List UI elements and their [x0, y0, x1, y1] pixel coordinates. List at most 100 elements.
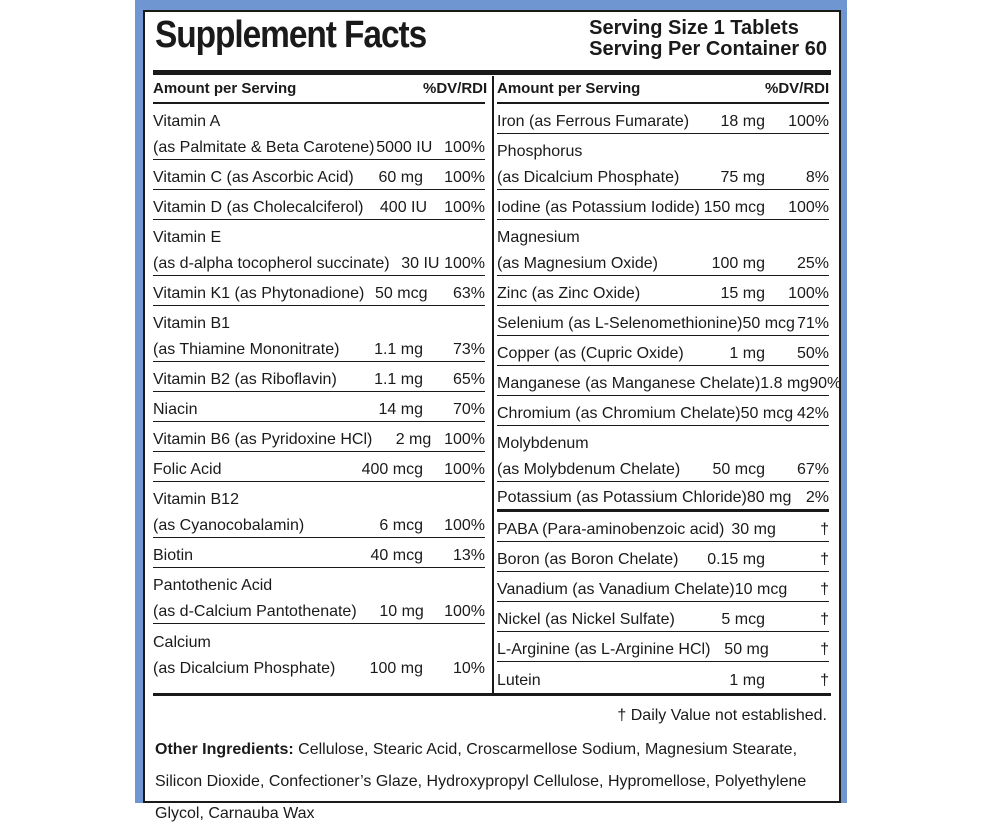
nutrient-dv: 65% [452, 371, 485, 388]
nutrient-dv: 100% [444, 431, 485, 448]
nutrient-amount: 60 mg [378, 169, 423, 186]
nutrient-name-line1: Niacin [153, 401, 198, 418]
nutrient-row: Iodine (as Potassium Iodide) 150 mcg 100% [497, 190, 829, 220]
nutrient-name-line1: Calcium [153, 634, 211, 651]
nutrient-row: Vitamin D (as Cholecalciferol) 400 IU 100% [153, 190, 485, 220]
nutrient-name-line1: Folic Acid [153, 461, 222, 478]
nutrient-name-line1: Boron (as Boron Chelate) [497, 551, 679, 568]
nutrient-row: Vitamin B12 (as Cyanocobalamin) 6 mcg 100% [153, 482, 485, 538]
nutrient-name-line2: (as Palmitate & Beta Carotene) [153, 139, 375, 156]
panel-title: Supplement Facts [155, 14, 427, 56]
nutrient-name-line1: Vanadium (as Vanadium Chelate) [497, 581, 735, 598]
nutrient-row: Iron (as Ferrous Fumarate) 18 mg 100% [497, 104, 829, 134]
other-ingredients-list: Cellulose, Stearic Acid, Croscarmellose … [155, 741, 807, 822]
nutrient-dv: 8% [805, 169, 829, 186]
nutrient-amount: 400 IU [379, 199, 428, 216]
nutrient-amount: 75 mg [720, 169, 765, 186]
nutrient-dv: 100% [444, 517, 485, 534]
nutrient-dv: 73% [452, 341, 485, 358]
nutrient-row: Vitamin K1 (as Phytonadione) 50 mcg 63% [153, 276, 485, 306]
supplement-facts-panel: Supplement Facts Serving Size 1 Tablets … [143, 10, 841, 822]
nutrient-row: Magnesium (as Magnesium Oxide) 100 mg 25% [497, 220, 829, 276]
nutrient-amount: 1.1 mg [374, 371, 423, 388]
nutrient-row: Phosphorus (as Dicalcium Phosphate) 75 mg 8… [497, 134, 829, 190]
nutrient-name: Niacin [153, 402, 355, 418]
nutrient-amount: 10 mg [379, 603, 424, 620]
nutrient-dv: 100% [444, 139, 485, 156]
nutrient-name: Nickel (as Nickel Sulfate) [497, 612, 703, 628]
nutrient-dv: 50% [796, 345, 829, 362]
nutrient-row: Chromium (as Chromium Chelate) 50 mcg 42% [497, 396, 829, 426]
nutrient-row: Vitamin B2 (as Riboflavin) 1.1 mg 65% [153, 362, 485, 392]
nutrient-row: Vanadium (as Vanadium Chelate) 10 mcg † [497, 572, 829, 602]
nutrient-name-line2: (as Molybdenum Chelate) [497, 461, 681, 478]
nutrient-dv: 100% [444, 255, 485, 272]
amount-header: Amount per Serving [497, 80, 641, 97]
nutrient-row: Molybdenum (as Molybdenum Chelate) 50 mcg 6… [497, 426, 829, 482]
serving-size: Serving Size 1 Tablets [589, 17, 799, 39]
nutrient-name-line1: Manganese (as Manganese Chelate) [497, 375, 761, 392]
nutrient-row: PABA (Para-aminobenzoic acid) 30 mg † [497, 512, 829, 542]
nutrient-name: Boron (as Boron Chelate) [497, 552, 703, 568]
nutrient-name-line2: (as d-alpha tocopherol succinate) [153, 255, 390, 272]
nutrient-dv: 70% [452, 401, 485, 418]
nutrient-name: Pantothenic Acid (as d-Calcium Pantothena… [153, 578, 357, 620]
nutrient-name-line1: Zinc (as Zinc Oxide) [497, 285, 641, 302]
nutrient-row: Biotin 40 mcg 13% [153, 538, 485, 568]
nutrient-name-line1: Nickel (as Nickel Sulfate) [497, 611, 675, 628]
nutrient-dv: † [820, 611, 829, 628]
nutrient-name-line1: Vitamin B1 [153, 315, 231, 332]
nutrient-name-line1: Chromium (as Chromium Chelate) [497, 405, 741, 422]
nutrient-name: Selenium (as L-Selenomethionine) [497, 316, 742, 332]
nutrient-row: Folic Acid 400 mcg 100% [153, 452, 485, 482]
nutrient-name-line1: Magnesium [497, 229, 580, 246]
nutrient-name-line1: Vitamin B2 (as Riboflavin) [153, 371, 337, 388]
nutrient-amount: 1.8 mg [760, 375, 810, 392]
column-header: Amount per Serving %DV/RDI [497, 76, 829, 104]
nutrient-name: Manganese (as Manganese Chelate) [497, 376, 760, 392]
nutrient-name: Magnesium (as Magnesium Oxide) [497, 230, 703, 272]
nutrient-dv: 100% [444, 603, 485, 620]
nutrient-name-line1: Vitamin A [153, 113, 221, 130]
nutrient-amount: 2 mg [395, 431, 432, 448]
nutrient-dv: † [820, 672, 829, 689]
nutrient-name-line2: (as Magnesium Oxide) [497, 255, 658, 272]
nutrient-dv: 100% [788, 199, 829, 216]
nutrient-name-line1: Iron (as Ferrous Fumarate) [497, 113, 690, 130]
nutrient-name-line1: Copper (as (Cupric Oxide) [497, 345, 684, 362]
nutrient-name-line1: Vitamin B6 (as Pyridoxine HCl) [153, 431, 373, 448]
nutrient-name: Vitamin C (as Ascorbic Acid) [153, 170, 355, 186]
nutrient-name-line1: Vitamin D (as Cholecalciferol) [153, 199, 364, 216]
serving-info: Serving Size 1 Tablets Serving Per Conta… [589, 18, 827, 60]
nutrient-row: Manganese (as Manganese Chelate) 1.8 mg 90… [497, 366, 841, 396]
nutrient-name: PABA (Para-aminobenzoic acid) [497, 522, 724, 538]
nutrient-amount: 1 mg [729, 672, 765, 689]
nutrient-name: Molybdenum (as Molybdenum Chelate) [497, 436, 703, 478]
footer-rule [153, 693, 831, 696]
nutrient-amount: 50 mcg [742, 315, 795, 332]
nutrient-name: Vitamin E (as d-alpha tocopherol succinat… [153, 230, 390, 272]
nutrient-name: Lutein [497, 673, 703, 689]
nutrient-dv: 67% [796, 461, 829, 478]
nutrient-row: Copper (as (Cupric Oxide) 1 mg 50% [497, 336, 829, 366]
nutrient-amount: 50 mcg [375, 285, 428, 302]
nutrient-name-line2: (as Dicalcium Phosphate) [153, 660, 336, 677]
nutrient-amount: 150 mcg [703, 199, 765, 216]
nutrient-dv: 100% [444, 199, 485, 216]
nutrient-row: Vitamin C (as Ascorbic Acid) 60 mg 100% [153, 160, 485, 190]
nutrient-row: Niacin 14 mg 70% [153, 392, 485, 422]
nutrient-name-line1: Lutein [497, 672, 541, 689]
nutrient-dv: † [820, 551, 829, 568]
nutrient-row: Lutein 1 mg † [497, 662, 829, 692]
nutrient-row: Pantothenic Acid (as d-Calcium Pantothena… [153, 568, 485, 624]
nutrient-row: Boron (as Boron Chelate) 0.15 mg † [497, 542, 829, 572]
nutrient-row: Calcium (as Dicalcium Phosphate) 100 mg 10% [153, 624, 485, 680]
nutrient-dv: † [820, 581, 829, 598]
nutrient-row: Vitamin A (as Palmitate & Beta Carotene) 5… [153, 104, 485, 160]
column-divider [492, 76, 494, 694]
nutrient-name-line2: (as Thiamine Mononitrate) [153, 341, 340, 358]
nutrient-row: Nickel (as Nickel Sulfate) 5 mcg † [497, 602, 829, 632]
nutrient-name: Vitamin K1 (as Phytonadione) [153, 286, 364, 302]
servings-per-container: Serving Per Container 60 [589, 38, 827, 60]
nutrient-name-line1: PABA (Para-aminobenzoic acid) [497, 521, 725, 538]
